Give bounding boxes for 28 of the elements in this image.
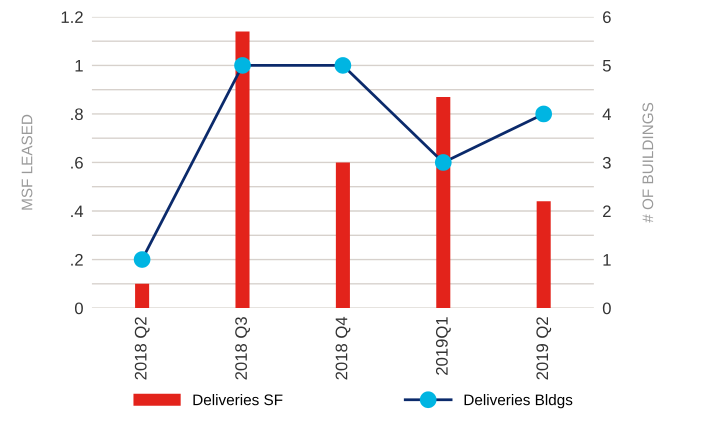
- bar: [135, 284, 150, 308]
- y2-tick-label: 3: [602, 156, 611, 169]
- y-tick-label: .4: [71, 206, 84, 218]
- y-axis-title: MSF LEASED: [22, 114, 32, 210]
- legend-label: Deliveries SF: [193, 394, 282, 406]
- y2-tick-label: 4: [602, 108, 611, 120]
- y-tick-label: 1: [76, 60, 83, 72]
- bar: [336, 162, 350, 308]
- x-tick-label: 2018 Q2: [134, 317, 150, 380]
- y-tick-label: .2: [71, 254, 83, 266]
- y-tick-label: .8: [71, 108, 83, 120]
- y-tick-label: .6: [71, 156, 83, 169]
- y-tick-label: 1.2: [62, 11, 83, 23]
- y2-tick-label: 5: [602, 60, 611, 72]
- y2-tick-label: 1: [603, 254, 611, 266]
- legend-label: Deliveries Bldgs: [464, 394, 572, 408]
- y2-axis-title: # OF BUILDINGS: [642, 102, 654, 223]
- x-tick-label: 2018 Q4: [336, 316, 350, 380]
- y2-tick-label: 2: [603, 205, 611, 218]
- y2-tick-label: 0: [602, 302, 611, 314]
- bar: [536, 201, 551, 308]
- x-tick-label: 2018 Q3: [235, 317, 250, 380]
- y-tick-label: 0: [74, 302, 83, 314]
- y2-tick-label: 6: [603, 11, 611, 24]
- x-tick-label: 2019 Q2: [536, 317, 552, 380]
- bar: [235, 31, 250, 308]
- x-tick-label: 2019Q1: [436, 317, 451, 375]
- bar: [436, 96, 450, 308]
